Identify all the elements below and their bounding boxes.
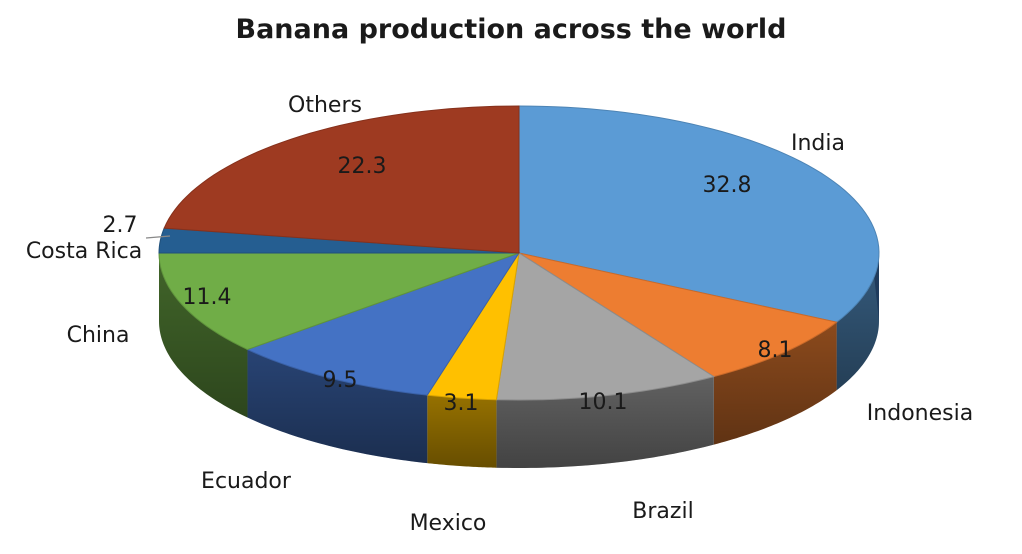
value-label-ecuador: 9.5 [323, 368, 358, 393]
pie-side-shadow-india [836, 253, 879, 391]
category-label-others: Others [288, 93, 362, 118]
category-label-mexico: Mexico [410, 511, 487, 536]
category-label-india: India [791, 131, 845, 156]
pie-side-shadow-ecuador [247, 349, 428, 464]
value-label-indonesia: 8.1 [758, 338, 793, 363]
category-label-china: China [67, 323, 130, 348]
leader-line-costa-rica [145, 235, 171, 239]
pie-slice-mexico [426, 252, 520, 401]
pie-slice-indonesia [518, 252, 838, 378]
value-label-china: 11.4 [183, 285, 232, 310]
category-label-indonesia: Indonesia [867, 401, 973, 426]
pie-slice-ecuador [246, 252, 521, 396]
category-label-brazil: Brazil [632, 499, 693, 524]
category-label-ecuador: Ecuador [201, 469, 292, 494]
value-label-india: 32.8 [703, 173, 752, 198]
value-label-mexico: 3.1 [444, 391, 479, 416]
pie-side-shadow-indonesia [713, 322, 837, 445]
pie-side-shadow-china [159, 253, 248, 418]
category-label-costa-rica: Costa Rica [26, 239, 142, 264]
pie-slice-brazil [495, 252, 716, 401]
pie-side-shadow-mexico [427, 395, 497, 468]
value-label-costa-rica: 2.7 [103, 213, 138, 238]
value-label-others: 22.3 [338, 154, 387, 179]
chart-title: Banana production across the world [235, 14, 787, 45]
pie-slice-china [158, 252, 520, 351]
pie-slice-india [518, 105, 880, 323]
pie-slice-others [163, 105, 520, 254]
value-label-brazil: 10.1 [579, 390, 628, 415]
